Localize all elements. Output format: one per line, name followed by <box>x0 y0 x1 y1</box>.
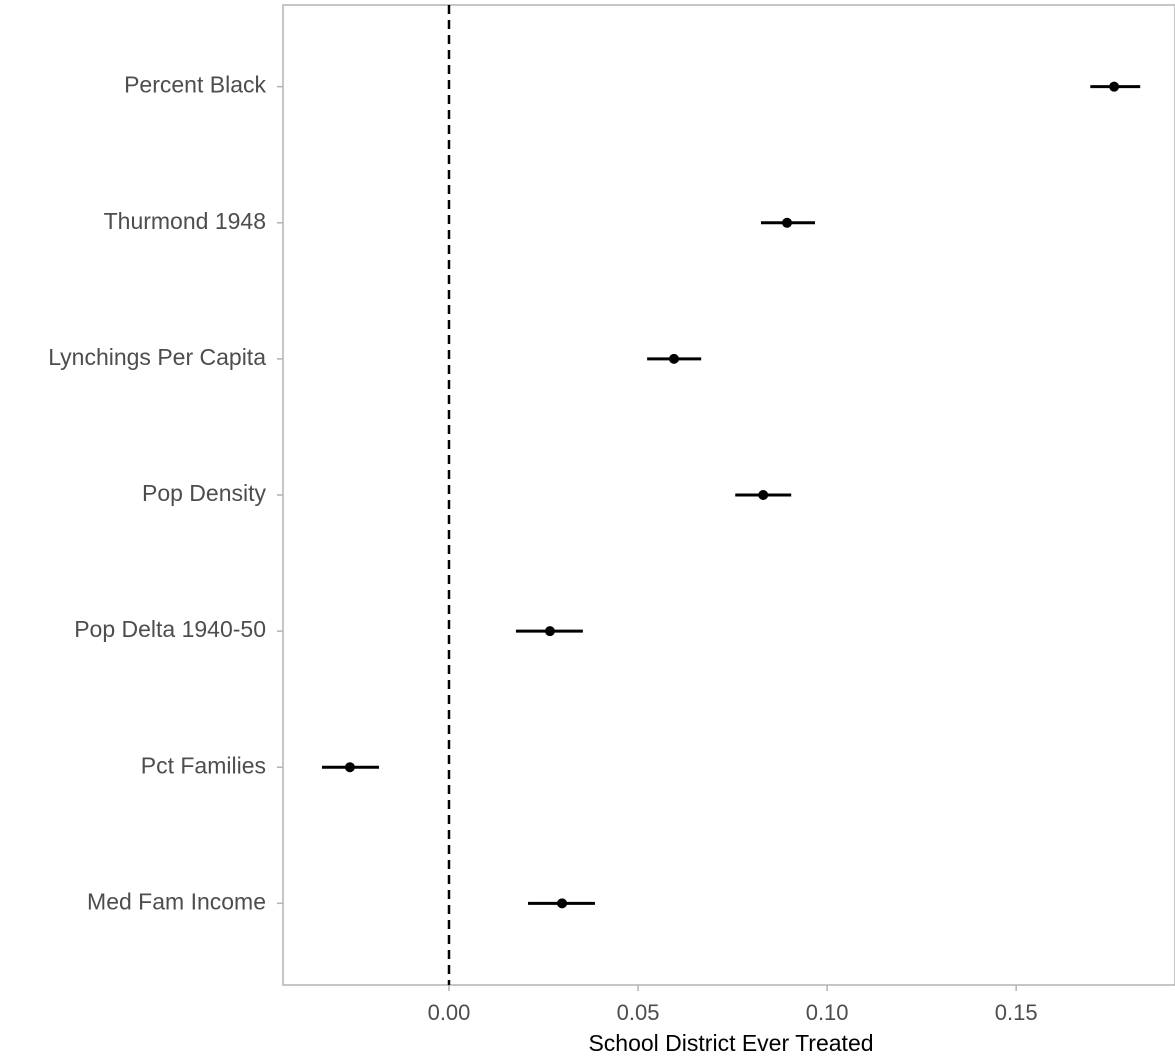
point <box>1109 81 1120 92</box>
point <box>782 217 793 228</box>
point <box>758 490 769 500</box>
y-tick-label: Lynchings Per Capita <box>48 344 266 370</box>
panel-border <box>282 4 1175 986</box>
y-tick-label: Pop Delta 1940-50 <box>74 616 266 642</box>
x-tick-label: 0.15 <box>995 1000 1038 1025</box>
point <box>668 353 679 364</box>
x-tick-label: 0.05 <box>617 1000 660 1025</box>
y-tick-label: Pop Density <box>142 480 267 506</box>
x-tick-label: 0.10 <box>806 1000 849 1025</box>
y-tick-label: Thurmond 1948 <box>104 208 266 234</box>
x-tick-label: 0.00 <box>428 1000 471 1025</box>
point <box>344 762 355 773</box>
y-tick-label: Pct Families <box>141 752 266 778</box>
x-axis-title: School District Ever Treated <box>588 1030 873 1056</box>
y-tick-label: Med Fam Income <box>87 888 266 914</box>
point <box>544 626 555 637</box>
y-tick-label: Percent Black <box>124 72 266 98</box>
point <box>557 898 568 909</box>
